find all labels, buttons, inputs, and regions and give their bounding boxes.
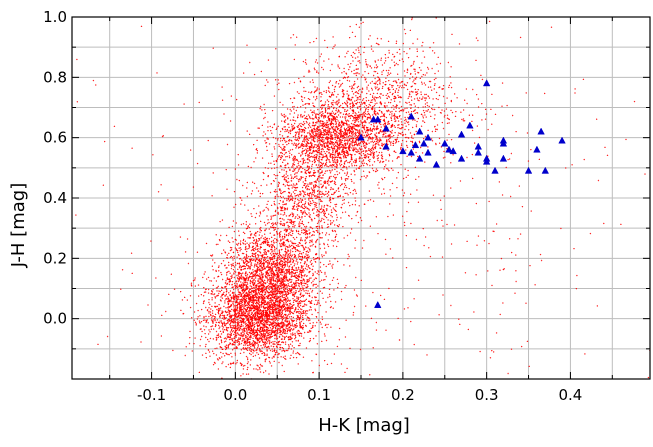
blue-triangle-point [474,148,482,156]
blue-triangle-point [374,115,382,123]
x-tick-label: 0.3 [475,386,499,404]
blue-triangle-point [407,148,415,156]
blue-triangle-point [457,130,466,138]
blue-triangle-point [357,133,365,141]
y-axis-label: J-H [mag] [8,183,29,268]
y-tick-label: 0.2 [43,249,67,267]
y-tick-label: 0.4 [43,189,67,207]
blue-series-layer [357,79,566,308]
blue-triangle-point [382,124,390,132]
blue-triangle-point [415,127,424,135]
grid-layer [72,17,650,379]
blue-triangle-point [424,148,432,156]
x-tick-label: 0.0 [223,386,247,404]
blue-triangle-point [533,145,541,153]
blue-triangle-point [482,79,491,87]
blue-triangle-point [432,160,441,168]
y-tick-label: 1.0 [43,8,67,26]
blue-triangle-point [457,154,466,162]
blue-triangle-point [537,127,545,135]
red-series-layer [75,17,651,380]
blue-triangle-point [374,300,382,308]
axis-label-layer: H-K [mag] J-H [mag] [8,183,410,436]
blue-triangle-point [399,147,407,155]
blue-triangle-point [449,147,457,155]
blue-triangle-point [524,166,533,174]
red-point-cloud [75,17,651,380]
blue-triangle-point [482,157,491,165]
blue-triangle-point [558,136,566,144]
blue-triangle-point [441,139,449,147]
blue-triangle-point [499,154,508,162]
blue-triangle-point [424,133,432,141]
x-tick-label: 0.1 [307,386,331,404]
x-tick-label: 0.4 [558,386,582,404]
blue-triangle-point [466,121,474,129]
blue-triangle-point [382,142,390,150]
blue-triangle-point [541,166,550,174]
blue-triangle-point [499,139,508,147]
blue-triangle-point [411,141,420,149]
x-tick-label: -0.1 [137,386,166,404]
y-tick-label: 0.0 [43,310,67,328]
tick-layer: -0.1 0.0 0.1 0.2 0.3 0.4 0.0 0.2 0.4 0.6 0.8 1.0 [43,8,650,404]
x-tick-label: 0.2 [391,386,415,404]
blue-triangle-point [491,166,499,174]
y-tick-label: 0.6 [43,129,67,147]
blue-triangle-point [474,142,482,150]
blue-triangle-point [415,154,424,162]
blue-triangle-point [445,145,453,153]
blue-triangle-point [420,139,428,147]
x-axis-label: H-K [mag] [318,415,410,436]
blue-triangle-point [407,112,415,120]
y-tick-label: 0.8 [43,68,67,86]
